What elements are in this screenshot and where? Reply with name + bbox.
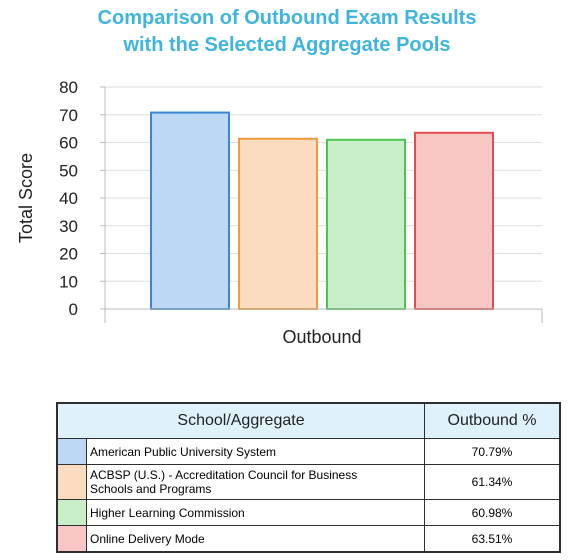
legend-swatch-apus xyxy=(56,438,87,465)
legend-swatch-acbsp xyxy=(56,464,87,500)
chart-title-line-1: Comparison of Outbound Exam Results xyxy=(97,7,477,29)
row-label: Higher Learning Commission xyxy=(86,499,425,526)
row-label: American Public University System xyxy=(86,438,425,465)
row-value: 63.51% xyxy=(424,525,561,553)
chart-title-line-2: with the Selected Aggregate Pools xyxy=(123,34,451,56)
table-row: Higher Learning Commission 60.98% xyxy=(56,499,561,526)
y-axis-ticks: 0 10 20 30 40 50 60 70 80 xyxy=(59,78,106,319)
y-tick-label: 50 xyxy=(59,161,78,180)
bar-2 xyxy=(238,137,318,310)
bar-1 xyxy=(150,111,230,310)
table-row: ACBSP (U.S.) - Accreditation Council for… xyxy=(56,464,561,500)
row-value: 60.98% xyxy=(424,499,561,526)
row-label-line-2: Schools and Programs xyxy=(90,482,212,496)
y-tick-label: 60 xyxy=(59,134,78,153)
legend-swatch-hlc xyxy=(56,499,87,526)
y-tick-label: 20 xyxy=(59,245,78,264)
bar-3 xyxy=(326,138,406,310)
row-value: 61.34% xyxy=(424,464,561,500)
bars xyxy=(150,111,494,310)
x-axis-label: Outbound xyxy=(282,327,361,347)
bar-chart: 0 10 20 30 40 50 60 70 80 Outbound Total Score xyxy=(16,78,543,347)
row-label: Online Delivery Mode xyxy=(86,525,425,553)
header-school-aggregate: School/Aggregate xyxy=(56,402,425,439)
row-label: ACBSP (U.S.) - Accreditation Council for… xyxy=(86,464,425,500)
results-table: School/Aggregate Outbound % American Pub… xyxy=(56,402,561,553)
table-row: American Public University System 70.79% xyxy=(56,438,561,465)
y-tick-label: 80 xyxy=(59,78,78,97)
row-label-line-1: ACBSP (U.S.) - Accreditation Council for… xyxy=(90,468,358,482)
legend-swatch-online xyxy=(56,525,87,553)
y-tick-label: 70 xyxy=(59,106,78,125)
y-tick-label: 40 xyxy=(59,189,78,208)
row-value: 70.79% xyxy=(424,438,561,465)
bar-4 xyxy=(414,131,494,310)
y-tick-label: 30 xyxy=(59,217,78,236)
y-tick-label: 10 xyxy=(59,272,78,291)
y-axis-label: Total Score xyxy=(16,153,36,243)
y-tick-label: 0 xyxy=(69,300,78,319)
table-row: Online Delivery Mode 63.51% xyxy=(56,525,561,553)
header-outbound-percent: Outbound % xyxy=(424,402,561,439)
chart-title: Comparison of Outbound Exam Results with… xyxy=(0,5,574,59)
table-header-row: School/Aggregate Outbound % xyxy=(56,402,561,439)
